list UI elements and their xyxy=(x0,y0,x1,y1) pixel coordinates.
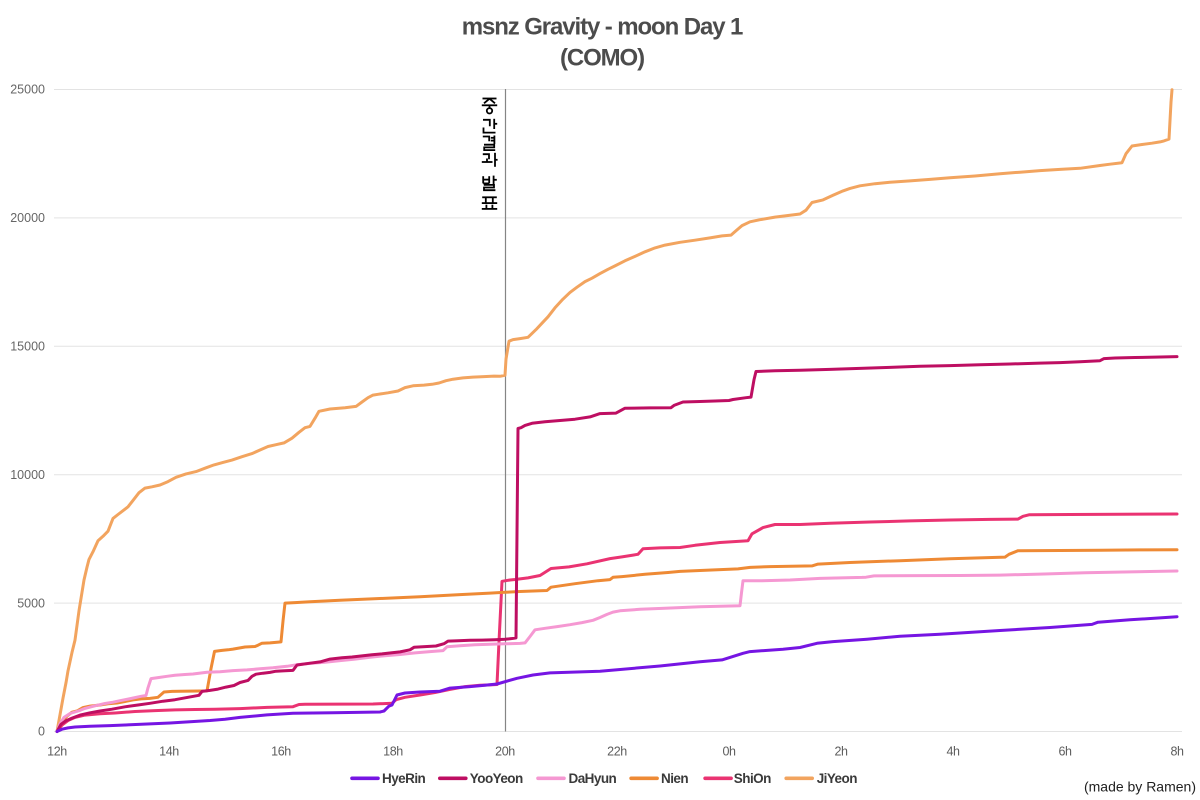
svg-text:0: 0 xyxy=(38,725,45,739)
svg-text:ShiOn: ShiOn xyxy=(734,771,771,786)
svg-text:8h: 8h xyxy=(1170,745,1184,759)
svg-text:0h: 0h xyxy=(722,745,736,759)
svg-text:20000: 20000 xyxy=(10,211,45,225)
svg-text:msnz Gravity - moon Day 1: msnz Gravity - moon Day 1 xyxy=(462,14,743,41)
svg-text:YooYeon: YooYeon xyxy=(470,771,523,786)
svg-text:20h: 20h xyxy=(495,745,515,759)
svg-text:JiYeon: JiYeon xyxy=(817,771,858,786)
svg-text:(COMO): (COMO) xyxy=(560,45,644,72)
svg-text:18h: 18h xyxy=(383,745,403,759)
svg-text:DaHyun: DaHyun xyxy=(569,771,617,786)
svg-text:25000: 25000 xyxy=(10,83,45,97)
svg-text:5000: 5000 xyxy=(17,596,45,610)
svg-text:15000: 15000 xyxy=(10,340,45,354)
svg-text:(made by Ramen): (made by Ramen) xyxy=(1084,779,1196,795)
svg-text:6h: 6h xyxy=(1058,745,1072,759)
svg-text:16h: 16h xyxy=(271,745,291,759)
svg-text:4h: 4h xyxy=(946,745,960,759)
svg-text:HyeRin: HyeRin xyxy=(382,771,426,786)
svg-text:2h: 2h xyxy=(834,745,848,759)
svg-text:12h: 12h xyxy=(47,745,67,759)
svg-text:22h: 22h xyxy=(607,745,627,759)
svg-text:Nien: Nien xyxy=(661,771,688,786)
svg-text:14h: 14h xyxy=(159,745,179,759)
svg-text:10000: 10000 xyxy=(10,468,45,482)
